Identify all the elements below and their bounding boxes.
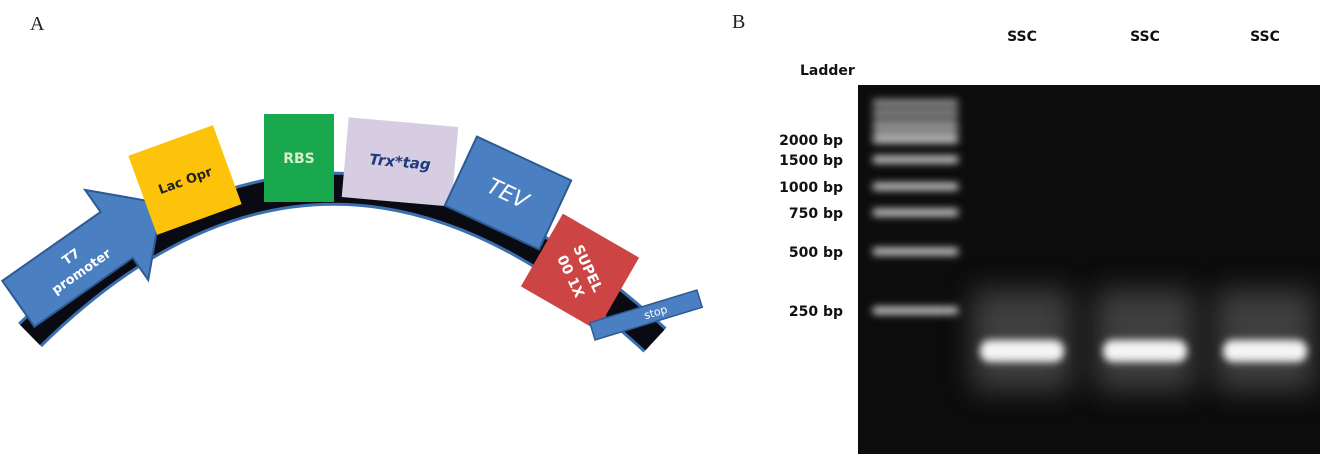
gel-image (858, 85, 1320, 454)
ladder-band (873, 110, 958, 116)
ladder-band (873, 128, 958, 134)
ladder-label: 250 bp (789, 304, 843, 320)
ladder-label: 1500 bp (779, 153, 843, 169)
ladder-label: 750 bp (789, 206, 843, 222)
plasmid-diagram: T7 promoter Lac Opr RBS Trx*tag TEV SUPE… (0, 114, 704, 353)
ladder-band (873, 209, 958, 216)
ladder-band (873, 136, 958, 143)
ladder-band (873, 307, 958, 314)
lane-label: SSC (1007, 29, 1037, 45)
lane-label: SSC (1130, 29, 1160, 45)
panel-label: A (30, 13, 45, 35)
tev-box: TEV (443, 135, 573, 251)
trx-box: Trx*tag (341, 117, 459, 207)
lane-label: SSC (1250, 29, 1280, 45)
sample-band (1223, 340, 1307, 362)
supel-box: SUPEL 00 1X (520, 213, 640, 331)
sample-band (1103, 340, 1187, 362)
rbs-box: RBS (264, 114, 334, 202)
ladder-label: 2000 bp (779, 133, 843, 149)
label: Trx*tag (369, 150, 432, 173)
panel-label: B (732, 11, 745, 33)
ladder-band (873, 120, 958, 126)
sample-band (980, 340, 1064, 362)
lac-box: Lac Opr (128, 125, 242, 235)
stop-box: stop (588, 289, 704, 341)
ladder-title: Ladder (800, 63, 855, 79)
ladder-band (873, 156, 958, 163)
label: RBS (283, 151, 315, 167)
ladder-label: 500 bp (789, 245, 843, 261)
ladder-band (873, 248, 958, 255)
ladder-band (873, 100, 958, 106)
ladder-label: 1000 bp (779, 180, 843, 196)
ladder-band (873, 183, 958, 190)
